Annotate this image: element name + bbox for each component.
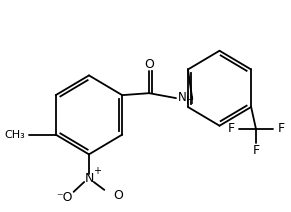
Text: ⁻O: ⁻O (56, 191, 72, 204)
Text: O: O (113, 189, 123, 202)
Text: +: + (93, 166, 101, 176)
Text: N: N (84, 172, 94, 184)
Text: F: F (277, 122, 284, 135)
Text: CH₃: CH₃ (4, 130, 25, 140)
Text: F: F (252, 144, 260, 157)
Text: F: F (227, 122, 235, 135)
Text: N: N (178, 91, 187, 104)
Text: H: H (186, 96, 193, 106)
Text: O: O (144, 58, 154, 71)
